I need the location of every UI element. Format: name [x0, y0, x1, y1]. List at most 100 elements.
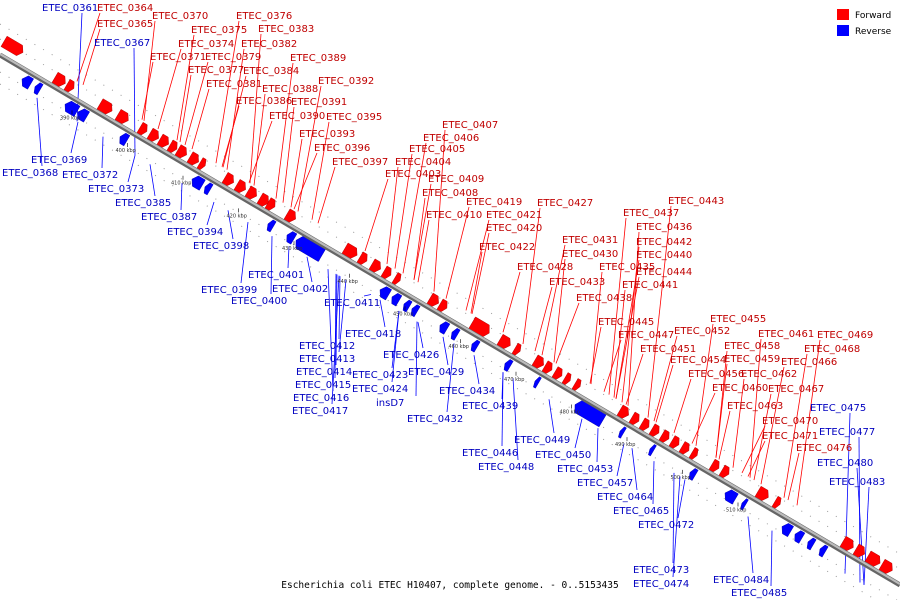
forward-gene [391, 272, 402, 285]
forward-gene [380, 265, 392, 279]
forward-gene-shape [648, 423, 660, 437]
track-line [0, 38, 900, 570]
reverse-gene-label: ETEC_0413 [299, 354, 355, 365]
reverse-gene [33, 82, 44, 96]
reverse-gene [806, 537, 817, 551]
forward-gene-label: ETEC_0468 [804, 344, 860, 355]
reverse-gene-shape [266, 219, 277, 233]
tick-label: 460 kbp [449, 344, 469, 350]
reverse-gene-label: ETEC_0472 [638, 520, 694, 531]
forward-gene-shape [754, 485, 769, 501]
reverse-gene-label: ETEC_0432 [407, 414, 463, 425]
tick-label: 480 kbp [560, 409, 580, 415]
reverse-gene-label: ETEC_0400 [231, 296, 287, 307]
forward-gene [616, 404, 629, 419]
reverse-gene-label: ETEC_0387 [141, 212, 197, 223]
reverse-leader-line [631, 448, 638, 491]
reverse-leader-line [677, 479, 686, 519]
forward-gene-shape [96, 98, 113, 115]
reverse-gene-label: ETEC_0399 [201, 285, 257, 296]
reverse-gene-shape [286, 231, 298, 245]
reverse-gene [724, 489, 739, 505]
reverse-gene-label: ETEC_0415 [295, 380, 351, 391]
track-line [0, 23, 900, 555]
reverse-gene-label: ETEC_0373 [88, 184, 144, 195]
forward-gene-shape [628, 411, 640, 426]
forward-gene [561, 372, 572, 385]
forward-gene [496, 334, 511, 349]
reverse-gene-label: ETEC_0450 [535, 450, 591, 461]
reverse-gene [21, 75, 34, 90]
reverse-gene-label: ETEC_0426 [383, 350, 439, 361]
reverse-leader-line [287, 246, 290, 269]
reverse-gene-shape [806, 537, 817, 551]
forward-leader-line [433, 129, 446, 292]
forward-leader-line [215, 20, 240, 164]
forward-gene [221, 172, 234, 186]
forward-gene-shape [616, 404, 629, 419]
forward-gene-label: ETEC_0421 [486, 210, 542, 221]
reverse-gene-shape [688, 468, 699, 481]
forward-leader-line [522, 207, 541, 345]
forward-leader-line [783, 353, 808, 498]
forward-gene-label: ETEC_0456 [688, 369, 744, 380]
forward-leader-line [603, 339, 622, 392]
forward-gene [96, 98, 113, 115]
reverse-gene-label: ETEC_0368 [2, 168, 58, 179]
forward-gene-label: ETEC_0406 [423, 133, 479, 144]
forward-gene-label: ETEC_0452 [674, 326, 730, 337]
forward-leader-line [413, 197, 426, 280]
tick-label: 390 kbp [60, 115, 80, 121]
forward-gene-label: ETEC_0476 [796, 443, 852, 454]
forward-gene-label: ETEC_0375 [191, 25, 247, 36]
forward-gene [136, 122, 148, 136]
reverse-leader-line [270, 236, 273, 295]
reverse-gene-label: ETEC_0465 [613, 506, 669, 517]
forward-gene-label: ETEC_0444 [636, 267, 692, 278]
forward-gene-shape [136, 122, 148, 136]
forward-gene-label: ETEC_0443 [668, 196, 724, 207]
forward-leader-line [749, 338, 762, 478]
reverse-gene [77, 108, 90, 123]
reverse-gene-shape [64, 100, 81, 117]
forward-gene-shape [771, 495, 782, 509]
legend-reverse-label: Reverse [855, 27, 892, 37]
tick-label: 500 kbp [671, 475, 691, 481]
forward-gene-label: ETEC_0445 [598, 317, 654, 328]
reverse-gene-shape [781, 523, 794, 538]
forward-leader-line [141, 61, 154, 120]
reverse-leader-line [417, 322, 424, 349]
forward-gene-label: ETEC_0382 [241, 39, 297, 50]
reverse-gene [781, 523, 794, 538]
reverse-leader-line [747, 516, 754, 574]
forward-gene [368, 258, 381, 273]
reverse-gene-shape [203, 182, 214, 196]
forward-leader-line [589, 326, 602, 384]
forward-gene [839, 535, 854, 551]
forward-gene-label: ETEC_0407 [442, 120, 498, 131]
reverse-leader-line [306, 256, 313, 283]
forward-leader-line [753, 393, 772, 481]
forward-gene-shape [341, 242, 358, 259]
forward-gene-label: ETEC_0451 [640, 344, 696, 355]
forward-gene-shape [63, 79, 75, 93]
reverse-leader-line [338, 279, 347, 353]
reverse-leader-line [127, 155, 136, 183]
reverse-gene [266, 219, 277, 233]
reverse-gene-shape [77, 108, 90, 123]
reverse-leader-line [616, 443, 625, 477]
forward-leader-line [226, 48, 245, 170]
forward-gene-label: ETEC_0469 [817, 330, 873, 341]
tick-label: 450 kbp [393, 311, 413, 317]
reverse-gene-shape [391, 293, 403, 307]
reverse-gene [450, 327, 461, 341]
forward-leader-line [647, 205, 672, 418]
reverse-gene-shape [618, 426, 627, 439]
reverse-leader-line [672, 472, 675, 564]
reverse-leader-line [863, 486, 870, 585]
forward-gene [864, 550, 881, 567]
reverse-gene-label: ETEC_0485 [731, 588, 787, 599]
track-line [0, 83, 878, 600]
forward-gene-label: ETEC_0438 [576, 293, 632, 304]
forward-gene [356, 251, 368, 265]
